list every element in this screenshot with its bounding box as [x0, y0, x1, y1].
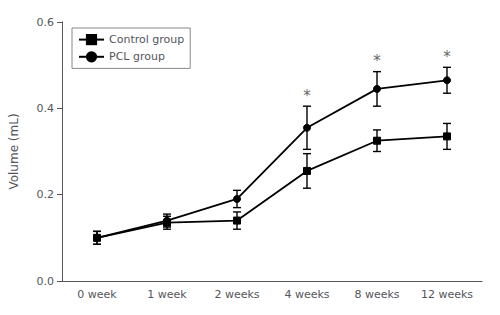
svg-text:Volume (mL): Volume (mL) [7, 113, 21, 189]
svg-text:8 weeks: 8 weeks [354, 288, 399, 301]
svg-text:0.4: 0.4 [37, 102, 55, 115]
svg-text:1 week: 1 week [147, 288, 187, 301]
svg-text:0.0: 0.0 [37, 275, 55, 288]
svg-text:12 weeks: 12 weeks [421, 288, 473, 301]
svg-text:*: * [373, 52, 381, 70]
svg-text:0.6: 0.6 [37, 16, 55, 29]
svg-text:4 weeks: 4 weeks [284, 288, 329, 301]
svg-text:2 weeks: 2 weeks [214, 288, 259, 301]
svg-text:*: * [303, 87, 311, 105]
svg-text:0 week: 0 week [77, 288, 117, 301]
svg-text:*: * [443, 48, 451, 66]
svg-text:PCL group: PCL group [109, 50, 165, 63]
svg-text:0.2: 0.2 [37, 188, 55, 201]
svg-text:Control group: Control group [109, 33, 184, 46]
